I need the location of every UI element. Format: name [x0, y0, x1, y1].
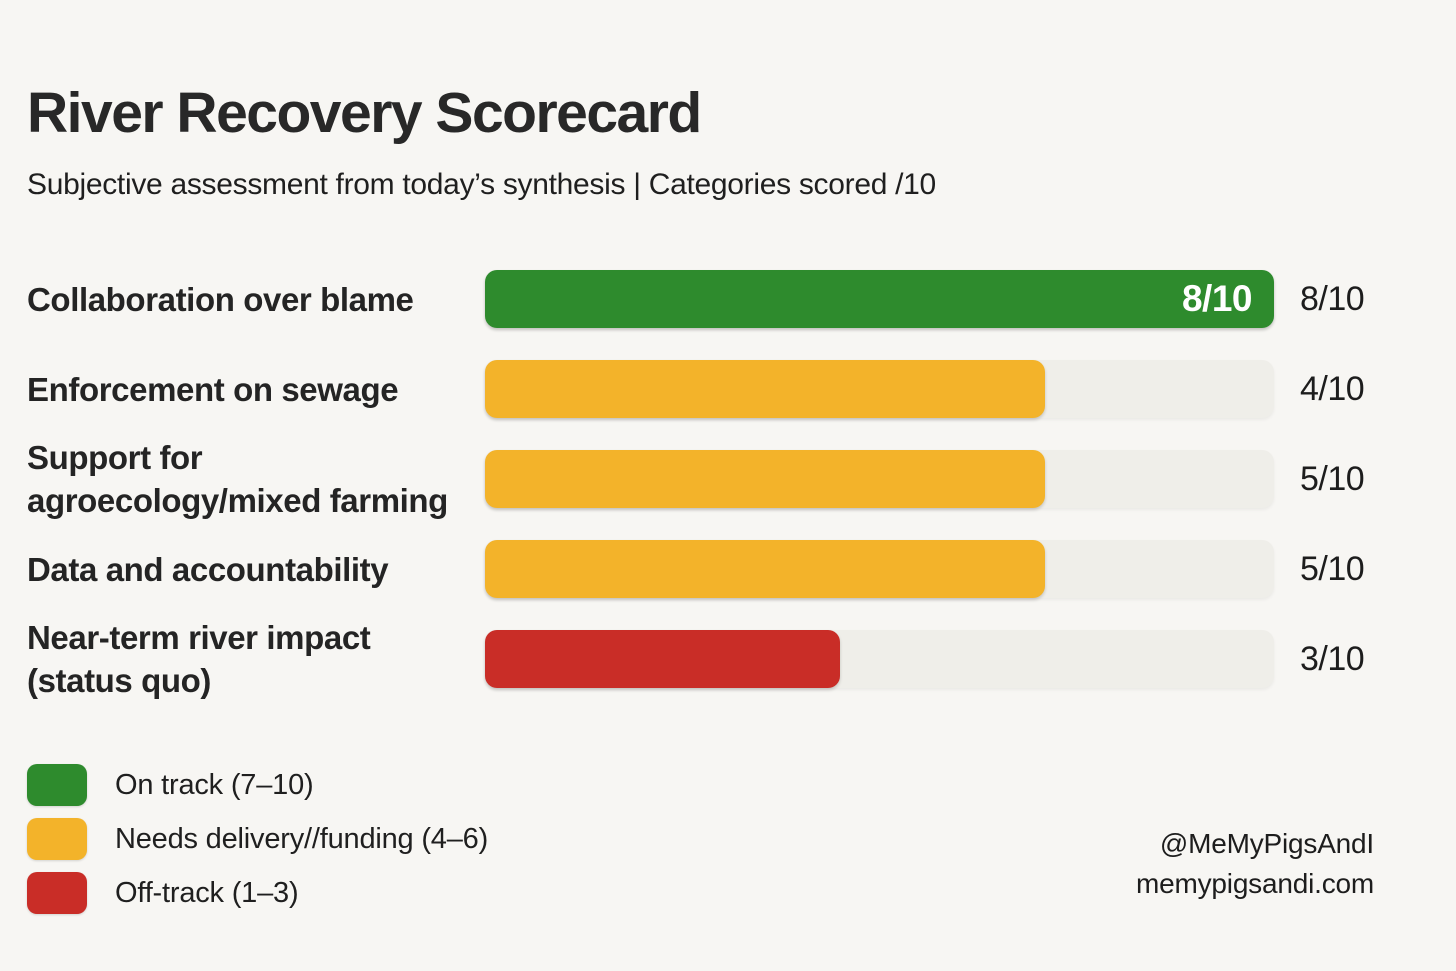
bar-fill: [485, 360, 1046, 418]
bar-track: [485, 360, 1274, 418]
bar-fill: [485, 630, 841, 688]
chart-row: Data and accountability 5/10: [27, 540, 1429, 598]
bar-fill: [485, 540, 1046, 598]
bar-track: 8/10: [485, 270, 1274, 328]
score-value: 5/10: [1300, 549, 1365, 588]
legend: On track (7–10) Needs delivery//funding …: [27, 764, 488, 926]
legend-swatch-green: [27, 764, 87, 806]
bar-inner-score: 8/10: [1181, 278, 1253, 319]
bar-fill: 8/10: [485, 270, 1274, 328]
legend-label: On track (7–10): [115, 768, 314, 801]
bar-fill: [485, 450, 1046, 508]
legend-item: On track (7–10): [27, 764, 488, 806]
legend-swatch-amber: [27, 818, 87, 860]
category-label: Near-term river impact (status quo): [27, 619, 371, 699]
legend-item: Off-track (1–3): [27, 872, 488, 914]
bar-track: [485, 540, 1274, 598]
chart-row: Support for agroecology/mixed farming 5/…: [27, 439, 1429, 519]
score-value: 3/10: [1300, 639, 1365, 678]
category-label: Enforcement on sewage: [27, 370, 399, 408]
legend-label: Off-track (1–3): [115, 876, 299, 909]
page-subtitle: Subjective assessment from today’s synth…: [27, 167, 936, 201]
header: River Recovery Scorecard Subjective asse…: [27, 81, 936, 202]
category-label: Support for agroecology/mixed farming: [27, 439, 448, 519]
score-value: 4/10: [1300, 369, 1365, 408]
legend-label: Needs delivery//funding (4–6): [115, 822, 489, 855]
social-handle: @MeMyPigsAndI: [1159, 828, 1374, 859]
website-url: memypigsandi.com: [1136, 868, 1374, 899]
chart-row: Enforcement on sewage 4/10: [27, 360, 1429, 418]
legend-item: Needs delivery//funding (4–6): [27, 818, 488, 860]
bar-track: [485, 630, 1274, 688]
legend-swatch-red: [27, 872, 87, 914]
page-title: River Recovery Scorecard: [27, 81, 702, 145]
score-value: 5/10: [1300, 459, 1365, 498]
chart-row: Near-term river impact (status quo) 3/10: [27, 619, 1429, 699]
score-value: 8/10: [1300, 279, 1365, 318]
bar-track: [485, 450, 1274, 508]
category-label: Collaboration over blame: [27, 280, 414, 318]
category-label: Data and accountability: [27, 550, 389, 588]
bar-chart: Collaboration over blame 8/10 8/10 Enfor…: [27, 270, 1429, 720]
chart-row: Collaboration over blame 8/10 8/10: [27, 270, 1429, 328]
credit-block: @MeMyPigsAndI memypigsandi.com: [1136, 824, 1374, 904]
